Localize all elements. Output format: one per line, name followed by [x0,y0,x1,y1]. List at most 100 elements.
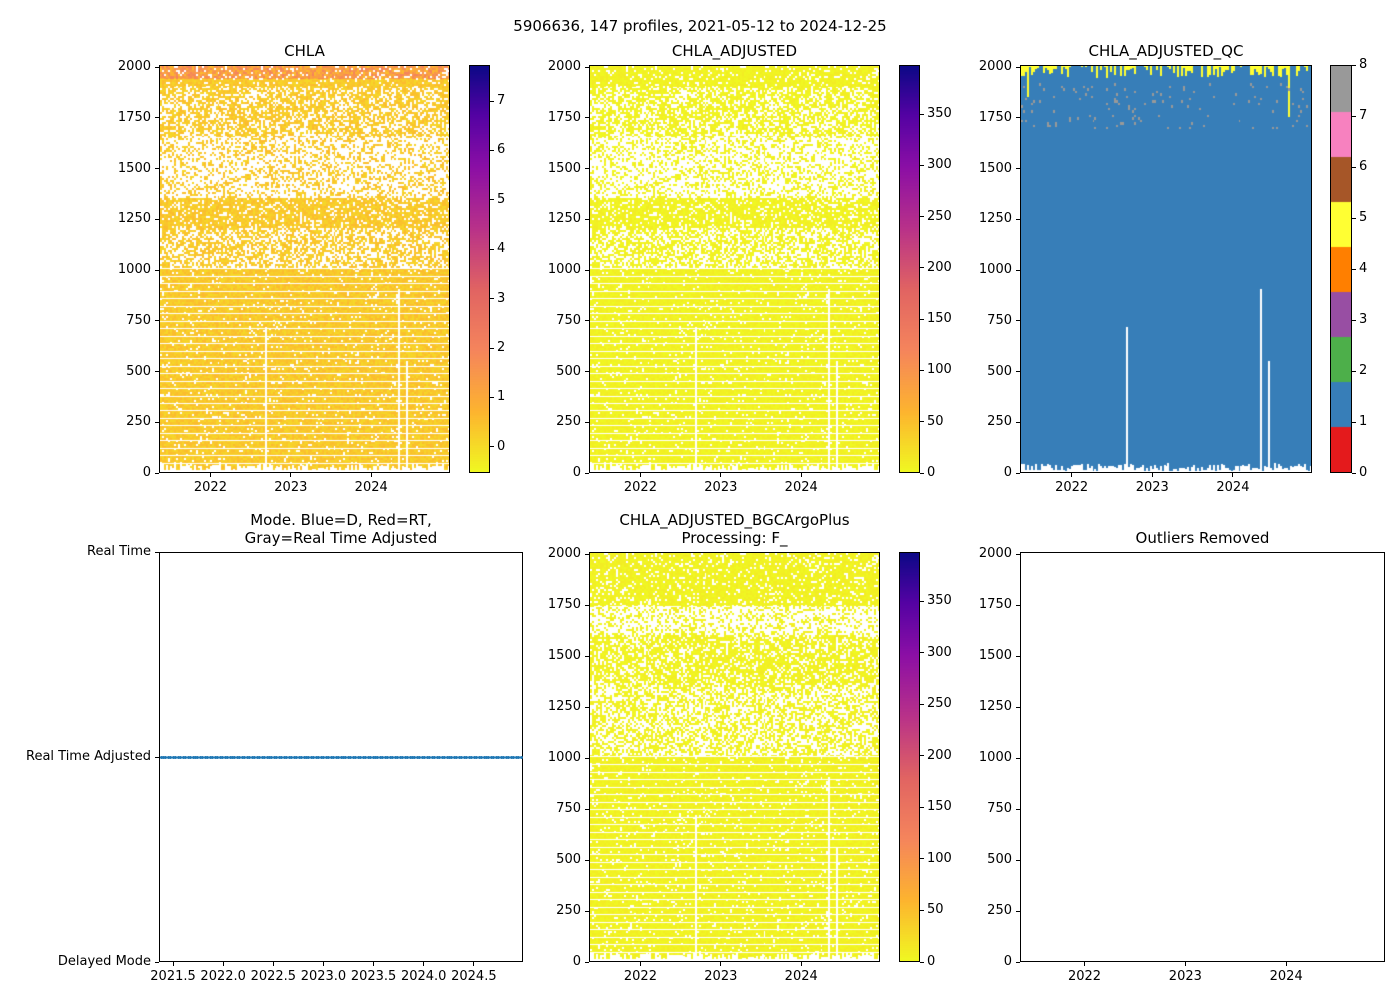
mode-point [196,755,200,759]
colorbar-tick-label: 0 [927,954,936,969]
colorbar-tick-label: 50 [927,902,944,918]
mode-point [228,755,232,759]
panel-title: CHLA [284,42,325,60]
x-tick-label: 2022.5 [250,969,297,984]
colorbar-tick [1352,115,1356,117]
y-tick-label: 0 [1003,465,1012,480]
mode-point [492,755,496,759]
x-tick [272,962,274,966]
y-tick [1016,757,1020,759]
colorbar-tick-label: 300 [927,644,952,660]
x-tick-label: 2023.5 [350,969,397,984]
mode-point [415,755,419,759]
y-tick-label: Delayed Mode [57,954,151,969]
colorbar-tick [490,199,494,201]
x-tick [800,473,802,477]
colorbar-tick [920,318,924,320]
y-tick-label: Real Time Adjusted [26,749,151,764]
colorbar-tick-label: 200 [927,747,952,763]
colorbar-tick [490,298,494,300]
mode-point [346,755,350,759]
mode-point [280,755,284,759]
mode-point [401,755,405,759]
mode-point [322,755,326,759]
mode-point [203,755,207,759]
mode-point [450,755,454,759]
colorbar-tick [1352,370,1356,372]
mode-point [443,755,447,759]
mode-point [418,755,422,759]
mode-point [438,755,442,759]
x-tick [473,962,475,966]
x-tick [172,962,174,966]
mode-point [452,755,456,759]
axes-mode [159,552,523,962]
colorbar-tick [920,216,924,218]
y-tick-label: 0 [142,465,151,480]
y-tick-label: 500 [126,363,151,379]
mode-point [445,755,449,759]
mode-point [258,755,262,759]
mode-point [472,755,476,759]
x-tick [322,962,324,966]
colorbar-tick-label: 2 [1359,363,1368,378]
y-tick [585,320,589,322]
mode-point [383,755,387,759]
y-tick-label: Real Time [87,544,151,559]
mode-point [292,755,296,759]
mode-point [403,755,407,759]
colorbar-tick-label: 3 [1359,312,1368,327]
mode-point [194,755,198,759]
mode-point [381,755,385,759]
y-tick [585,218,589,220]
heatmap-empty [1021,553,1384,961]
colorbar-tick [490,248,494,250]
colorbar-tick-label: 5 [497,191,506,207]
y-tick [1016,472,1020,474]
mode-point [218,755,222,759]
x-tick [720,473,722,477]
colorbar-tick [920,806,924,808]
y-tick-label: 1000 [978,262,1012,277]
mode-point [287,755,291,759]
mode-point [462,755,466,759]
x-tick [1232,473,1234,477]
panel-title-line: Mode. Blue=D, Red=RT, [250,511,432,529]
mode-point [226,755,230,759]
heatmap-qc [1021,66,1311,472]
colorbar-tick-label: 0 [497,438,506,454]
mode-point [164,755,168,759]
x-tick-label: 2023 [704,480,738,495]
mode-point [484,755,488,759]
y-tick [1016,706,1020,708]
mode-point [317,755,321,759]
y-tick-label: 1250 [978,211,1012,227]
mode-point [366,755,370,759]
colorbar-tick [920,472,924,474]
mode-point [191,755,195,759]
y-tick-label: 1500 [117,160,151,176]
x-tick-label: 2024.0 [400,969,447,984]
panel-title-line: CHLA [284,42,325,60]
mode-point [272,755,276,759]
y-tick [155,371,159,372]
colorbar-tick-label: 150 [927,311,952,327]
axes-adj [589,65,880,473]
axes-chla [159,65,450,473]
colorbar-tick [1352,319,1356,321]
x-tick [1084,962,1086,966]
x-tick-label: 2022 [193,480,227,495]
colorbar-tick [920,755,924,757]
y-tick-label: 2000 [117,59,151,75]
mode-point [408,755,412,759]
y-tick [155,218,159,220]
mode-point [413,755,417,759]
x-tick [423,962,425,966]
y-tick-label: 1750 [978,597,1012,613]
colorbar-tick-label: 6 [497,142,506,158]
y-tick [155,66,159,68]
mode-point [507,755,511,759]
mode-point [213,755,217,759]
y-tick [155,421,159,423]
mode-point [285,755,289,759]
